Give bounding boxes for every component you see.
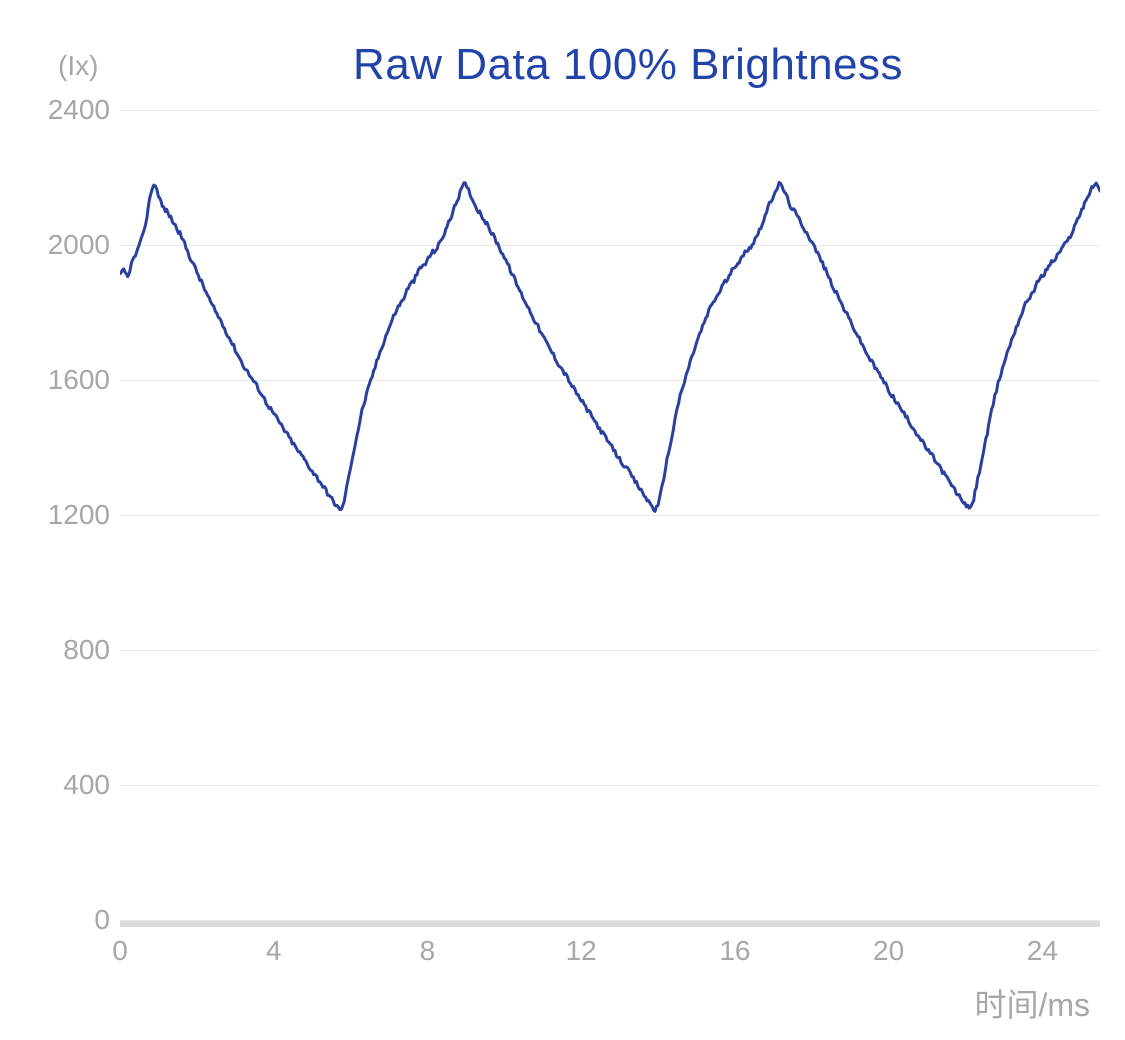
x-axis-baseline	[120, 921, 1100, 927]
y-axis-unit: (Ix)	[58, 50, 98, 82]
chart-container: (Ix) Raw Data 100% Brightness 时间/ms 0400…	[0, 0, 1125, 1040]
chart-title: Raw Data 100% Brightness	[178, 40, 1078, 90]
y-tick-label: 0	[40, 904, 110, 936]
y-tick-label: 2400	[40, 94, 110, 126]
y-tick-label: 1600	[40, 364, 110, 396]
x-tick-label: 20	[864, 935, 914, 967]
x-tick-label: 12	[556, 935, 606, 967]
y-tick-label: 400	[40, 769, 110, 801]
x-tick-label: 8	[402, 935, 452, 967]
x-tick-label: 0	[95, 935, 145, 967]
y-tick-label: 800	[40, 634, 110, 666]
y-tick-label: 1200	[40, 499, 110, 531]
x-tick-label: 4	[249, 935, 299, 967]
x-axis-label: 时间/ms	[974, 980, 1090, 1026]
data-series-line	[120, 110, 1100, 920]
y-tick-label: 2000	[40, 229, 110, 261]
plot-area: 时间/ms 0400800120016002000240004812162024	[120, 110, 1100, 920]
x-tick-label: 24	[1017, 935, 1067, 967]
x-tick-label: 16	[710, 935, 760, 967]
